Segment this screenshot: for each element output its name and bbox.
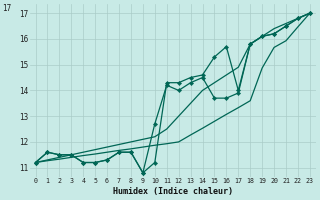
- X-axis label: Humidex (Indice chaleur): Humidex (Indice chaleur): [113, 187, 233, 196]
- Text: 17: 17: [2, 4, 11, 13]
